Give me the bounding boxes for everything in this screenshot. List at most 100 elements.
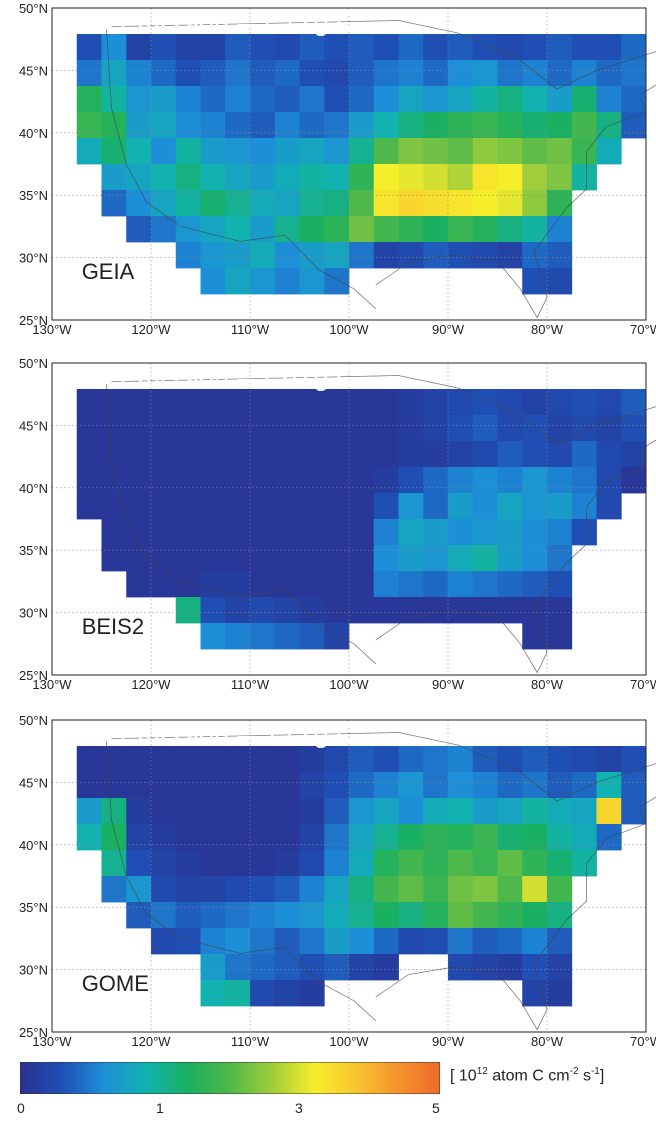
grid-cell [398,772,424,799]
grid-cell [448,519,474,546]
grid-cell [126,772,152,799]
grid-cell [423,850,449,877]
grid-cell [497,242,523,269]
grid-cell [225,623,251,650]
grid-cell [522,519,548,546]
grid-cell [200,441,226,468]
grid-cell [596,34,622,61]
coastline [375,439,656,674]
grid-cell [373,519,399,546]
grid-cell [547,980,573,1007]
lat-label: 50°N [19,1,48,16]
grid-cell [373,928,399,955]
emission-total: Emission = 7.1Tg C [119,6,355,36]
grid-cell [151,441,177,468]
grid-cell [423,389,449,416]
grid-cell [497,798,523,825]
grid-cell [324,415,350,442]
grid-cell [225,467,251,494]
grid-cell [349,415,375,442]
grid-cell [225,597,251,624]
border-line [180,938,377,1022]
grid-cell [472,597,498,624]
grid-cell [621,34,647,61]
grid-cell [497,876,523,903]
grid-cell [151,34,177,61]
grid-cell [373,824,399,851]
grid-cell [200,60,226,87]
grid-cell [324,798,350,825]
grid-cell [497,34,523,61]
grid-cell [448,493,474,520]
grid-cell [274,86,300,113]
grid-cell [299,928,325,955]
grid-cell [101,876,127,903]
grid-cell [472,190,498,217]
lon-label: 70°W [630,677,656,692]
grid-cell [200,824,226,851]
grid-cell [497,389,523,416]
grid-cell [175,876,201,903]
grid-cell [448,60,474,87]
lat-label: 50°N [19,356,48,371]
lon-label: 80°W [531,1034,564,1049]
grid-cell [472,902,498,929]
grid-cell [522,138,548,165]
grid-cell [324,60,350,87]
lat-label: 40°N [19,126,48,141]
grid-cell [472,850,498,877]
grid-cell [497,60,523,87]
grid-cell [423,415,449,442]
grid-cell [497,86,523,113]
grid-cell [151,190,177,217]
grid-cell [76,746,102,773]
grid-cell [596,493,622,520]
grid-cell [349,902,375,929]
grid-cell [398,242,424,269]
grid-cell [324,571,350,598]
grid-cell [126,876,152,903]
grid-cell [423,164,449,191]
lat-label: 25°N [19,1025,48,1040]
grid-cell [571,519,597,546]
grid-cell [621,772,647,799]
lat-label: 30°N [19,251,48,266]
grid-cell [101,467,127,494]
grid-cell [522,902,548,929]
grid-cell [448,850,474,877]
grid-cell [324,902,350,929]
grid-cell [349,597,375,624]
map-frame [51,362,647,676]
grid-cell [398,190,424,217]
grid-cell [373,467,399,494]
grid-cell [200,389,226,416]
grid-cell [76,86,102,113]
grid-cell [299,746,325,773]
grid-cell [274,493,300,520]
grid-cell [151,467,177,494]
grid-cell [324,772,350,799]
grid-cell [547,597,573,624]
grid-cell [373,441,399,468]
grid-cell [200,164,226,191]
grid-cell [497,415,523,442]
grid-cell [126,415,152,442]
colorbar-tick-3: 3 [295,1100,303,1116]
grid-cell [299,138,325,165]
grid-cell [101,112,127,139]
grid-cell [373,798,399,825]
grid-cell [472,876,498,903]
grid-cell [547,415,573,442]
grid-cell [200,268,226,295]
grid-cell [571,112,597,139]
grid-cell [423,138,449,165]
grid-cell [250,902,276,929]
grid-cell [497,441,523,468]
lon-label: 100°W [329,322,369,337]
grid-cell [274,980,300,1007]
grid-cell [547,954,573,981]
state-borders [106,732,656,1031]
grid-cell [175,190,201,217]
grid-cell [101,86,127,113]
lat-label: 35°N [19,900,48,915]
